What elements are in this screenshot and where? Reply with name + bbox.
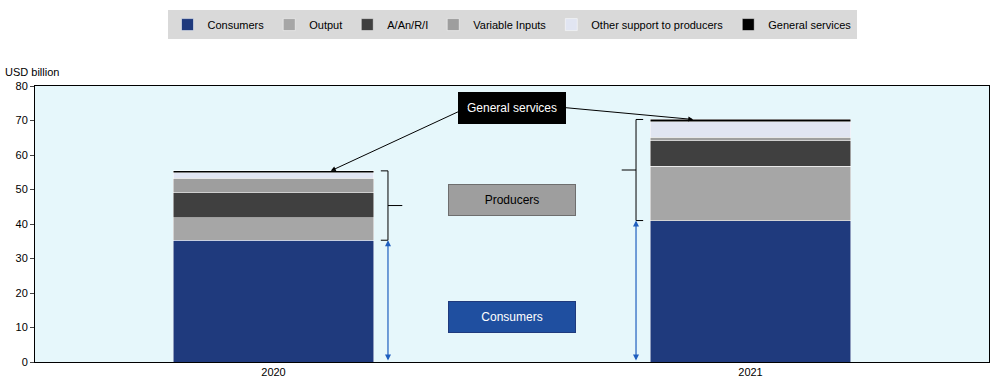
svg-text:Consumers: Consumers: [208, 19, 265, 31]
svg-text:Producers: Producers: [485, 193, 540, 207]
svg-text:General services: General services: [768, 19, 851, 31]
svg-text:2020: 2020: [261, 366, 285, 378]
svg-text:General services: General services: [467, 101, 557, 115]
svg-text:20: 20: [16, 287, 28, 299]
svg-text:A/An/R/I: A/An/R/I: [387, 19, 428, 31]
svg-text:30: 30: [16, 252, 28, 264]
svg-text:70: 70: [16, 114, 28, 126]
svg-text:Other support to producers: Other support to producers: [591, 19, 723, 31]
svg-text:50: 50: [16, 183, 28, 195]
svg-text:40: 40: [16, 218, 28, 230]
svg-text:0: 0: [22, 356, 28, 368]
svg-text:10: 10: [16, 321, 28, 333]
svg-text:80: 80: [16, 80, 28, 92]
svg-text:60: 60: [16, 149, 28, 161]
svg-text:USD billion: USD billion: [5, 66, 59, 78]
svg-text:Output: Output: [309, 19, 342, 31]
svg-text:Consumers: Consumers: [481, 310, 542, 324]
svg-text:Variable Inputs: Variable Inputs: [473, 19, 546, 31]
svg-text:2021: 2021: [738, 366, 762, 378]
